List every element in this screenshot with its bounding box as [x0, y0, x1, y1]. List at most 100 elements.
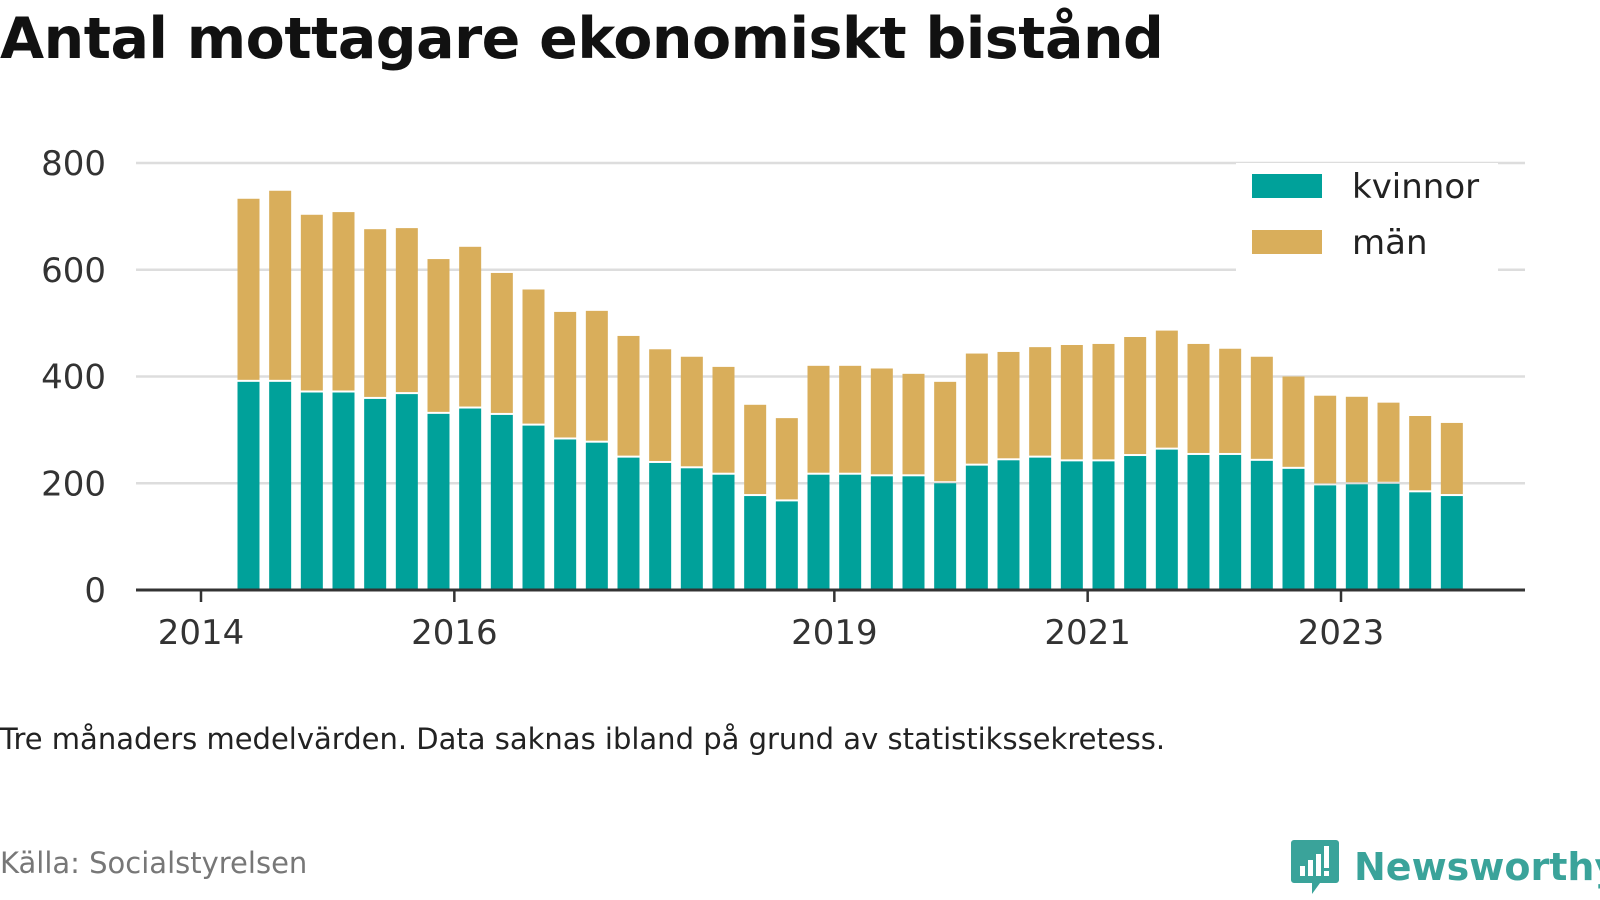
- y-tick-label: 200: [41, 464, 106, 504]
- stacked-bar-chart: 0 200 400 600 800 2014 2016 2019 2021 2023 kvinno…: [41, 144, 1525, 653]
- newsworthy-logo-icon: [1291, 840, 1339, 894]
- bar-man: [617, 335, 640, 456]
- bar-man: [395, 228, 418, 393]
- page-title: Antal mottagare ekonomiskt bistånd: [0, 6, 1164, 72]
- bar-man: [522, 289, 545, 424]
- chart-note: Tre månaders medelvärden. Data saknas ib…: [0, 722, 1166, 756]
- bar-kvinnor: [744, 496, 767, 590]
- bar-kvinnor: [965, 465, 988, 590]
- bar-kvinnor: [1219, 454, 1242, 590]
- bar-man: [744, 404, 767, 495]
- bar-man: [459, 246, 482, 407]
- legend-label: män: [1352, 223, 1428, 263]
- bar-kvinnor: [1187, 454, 1210, 590]
- bar-man: [902, 373, 925, 475]
- bar-man: [1345, 396, 1368, 483]
- legend-label: kvinnor: [1352, 167, 1479, 207]
- bar-kvinnor: [712, 474, 735, 590]
- bar-kvinnor: [997, 460, 1020, 590]
- bar-kvinnor: [1250, 460, 1273, 590]
- x-tick-label: 2023: [1298, 613, 1385, 653]
- legend-swatch: [1252, 230, 1322, 254]
- y-tick-label: 0: [84, 571, 106, 611]
- bar-man: [1282, 376, 1305, 467]
- bar-kvinnor: [554, 439, 577, 590]
- bar-man: [1124, 337, 1147, 455]
- bar-kvinnor: [649, 462, 672, 590]
- bar-man: [364, 229, 387, 397]
- bar-man: [427, 259, 450, 412]
- bar-man: [269, 190, 292, 380]
- bar-man: [1440, 422, 1463, 495]
- bar-kvinnor: [459, 408, 482, 590]
- bar-kvinnor: [490, 414, 513, 590]
- bar-man: [775, 418, 798, 500]
- bar-kvinnor: [1124, 456, 1147, 590]
- y-tick-label: 600: [41, 251, 106, 291]
- bar-kvinnor: [1282, 468, 1305, 590]
- x-tick-label: 2014: [158, 613, 245, 653]
- bar-kvinnor: [1314, 485, 1337, 590]
- bar-man: [1409, 415, 1432, 491]
- x-tick-label: 2019: [791, 613, 878, 653]
- bar-kvinnor: [902, 476, 925, 590]
- bar-man: [490, 272, 513, 413]
- y-tick-label: 800: [41, 144, 106, 184]
- bar-kvinnor: [617, 457, 640, 590]
- x-tick-label: 2021: [1044, 613, 1131, 653]
- bar-man: [712, 366, 735, 473]
- bar-kvinnor: [807, 474, 830, 590]
- x-tick-label: 2016: [411, 613, 498, 653]
- brand-name: Newsworthy: [1354, 845, 1600, 889]
- bar-man: [1092, 343, 1115, 460]
- bar-man: [997, 351, 1020, 459]
- bar-man: [1060, 345, 1083, 460]
- bar-kvinnor: [1155, 449, 1178, 590]
- bar-kvinnor: [1060, 461, 1083, 590]
- brand-logo[interactable]: Newsworthy: [1290, 838, 1600, 896]
- bar-kvinnor: [395, 394, 418, 590]
- bar-kvinnor: [1440, 496, 1463, 590]
- bar-kvinnor: [427, 413, 450, 590]
- bar-kvinnor: [775, 501, 798, 590]
- bar-man: [1187, 343, 1210, 453]
- bar-man: [934, 381, 957, 482]
- bar-man: [649, 349, 672, 461]
- bar-kvinnor: [1377, 483, 1400, 590]
- bar-man: [680, 356, 703, 467]
- bar-man: [332, 212, 355, 391]
- bar-man: [300, 214, 323, 391]
- bar-man: [1155, 330, 1178, 448]
- bar-man: [237, 198, 260, 380]
- bar-man: [1029, 347, 1052, 456]
- bar-man: [554, 311, 577, 438]
- bar-man: [1250, 356, 1273, 459]
- legend: kvinnor män: [1236, 163, 1498, 273]
- bar-man: [870, 368, 893, 475]
- bar-kvinnor: [237, 381, 260, 590]
- bar-kvinnor: [1029, 457, 1052, 590]
- bars: [237, 190, 1463, 590]
- bar-man: [965, 353, 988, 464]
- bar-kvinnor: [1409, 492, 1432, 590]
- bar-kvinnor: [680, 468, 703, 590]
- bar-man: [1314, 395, 1337, 484]
- bar-kvinnor: [300, 392, 323, 590]
- bar-kvinnor: [522, 425, 545, 590]
- y-tick-label: 400: [41, 358, 106, 398]
- bar-man: [1377, 402, 1400, 482]
- bar-kvinnor: [332, 392, 355, 590]
- legend-swatch: [1252, 174, 1322, 198]
- axes: 0 200 400 600 800 2014 2016 2019 2021 2023: [41, 144, 1525, 653]
- bar-kvinnor: [934, 483, 957, 590]
- bar-man: [807, 365, 830, 473]
- bar-kvinnor: [1092, 461, 1115, 590]
- bar-man: [585, 310, 608, 441]
- source-text: Källa: Socialstyrelsen: [0, 846, 308, 880]
- bar-kvinnor: [870, 476, 893, 590]
- bar-kvinnor: [1345, 484, 1368, 590]
- bar-man: [1219, 348, 1242, 453]
- bar-kvinnor: [839, 474, 862, 590]
- bar-kvinnor: [585, 442, 608, 590]
- bar-kvinnor: [269, 381, 292, 590]
